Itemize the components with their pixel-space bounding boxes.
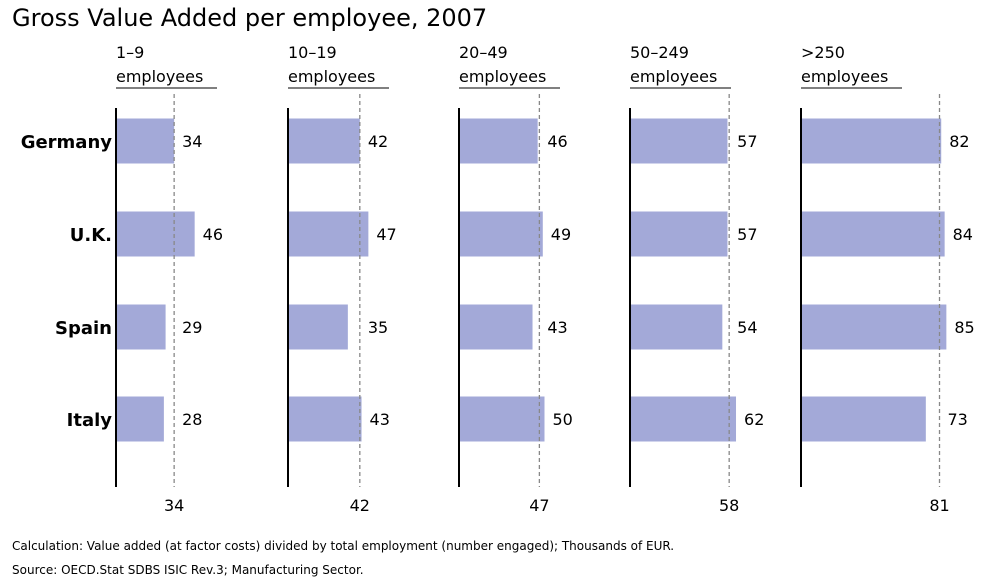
bar	[630, 211, 728, 257]
bar-value-label: 62	[744, 410, 764, 429]
reference-value-label: 34	[164, 496, 184, 515]
panel-header-line1: 50–249	[630, 43, 689, 62]
gva-chart: Germany U.K. Spain Italy 1–9 employees 34 46 29 2…	[21, 43, 975, 515]
bar-value-label: 82	[949, 132, 969, 151]
bar	[288, 304, 348, 350]
panel-header-line1: 10–19	[288, 43, 337, 62]
bar	[459, 211, 543, 257]
bar	[630, 396, 737, 442]
reference-value-label: 81	[929, 496, 949, 515]
bar	[801, 118, 942, 164]
bar-value-label: 46	[203, 225, 223, 244]
bar	[459, 304, 533, 350]
bar-value-label: 47	[376, 225, 396, 244]
panel-header-line1: 20–49	[459, 43, 508, 62]
bar-value-label: 49	[551, 225, 571, 244]
bar	[116, 118, 175, 164]
reference-value-label: 47	[529, 496, 549, 515]
bar-value-label: 43	[370, 410, 390, 429]
country-label-uk: U.K.	[70, 225, 112, 246]
bar	[116, 304, 166, 350]
bar-value-label: 54	[737, 318, 757, 337]
reference-value-label: 42	[350, 496, 370, 515]
panel-header-line2: employees	[801, 67, 888, 86]
bar-value-label: 46	[547, 132, 567, 151]
bar	[116, 396, 164, 442]
reference-value-label: 58	[719, 496, 739, 515]
bar	[459, 118, 538, 164]
panel-header-line2: employees	[630, 67, 717, 86]
bar-value-label: 28	[182, 410, 202, 429]
bar	[801, 211, 945, 257]
bar	[288, 118, 360, 164]
panel-header-line2: employees	[288, 67, 375, 86]
source-note: Source: OECD.Stat SDBS ISIC Rev.3; Manuf…	[12, 563, 364, 577]
panel-header-line1: 1–9	[116, 43, 144, 62]
country-label-spain: Spain	[55, 318, 112, 339]
bar-value-label: 73	[948, 410, 968, 429]
bar-value-label: 57	[737, 132, 757, 151]
bar	[630, 118, 728, 164]
bar-value-label: 50	[553, 410, 573, 429]
panel-header-line1: >250	[801, 43, 845, 62]
bar-value-label: 29	[182, 318, 202, 337]
country-label-italy: Italy	[67, 410, 113, 431]
bar-value-label: 85	[954, 318, 974, 337]
bar-value-label: 43	[547, 318, 567, 337]
bar	[801, 396, 926, 442]
bar-value-label: 84	[953, 225, 973, 244]
bar	[459, 396, 545, 442]
bar-value-label: 42	[368, 132, 388, 151]
bar	[288, 396, 362, 442]
bar-value-label: 57	[737, 225, 757, 244]
bar	[116, 211, 195, 257]
chart-title: Gross Value Added per employee, 2007	[12, 4, 488, 32]
calculation-note: Calculation: Value added (at factor cost…	[12, 539, 675, 553]
bar	[801, 304, 947, 350]
bar-value-label: 35	[368, 318, 388, 337]
bar-value-label: 34	[182, 132, 202, 151]
panel-header-line2: employees	[116, 67, 203, 86]
country-label-germany: Germany	[21, 132, 113, 153]
bar	[288, 211, 369, 257]
panel-header-line2: employees	[459, 67, 546, 86]
bar	[630, 304, 723, 350]
